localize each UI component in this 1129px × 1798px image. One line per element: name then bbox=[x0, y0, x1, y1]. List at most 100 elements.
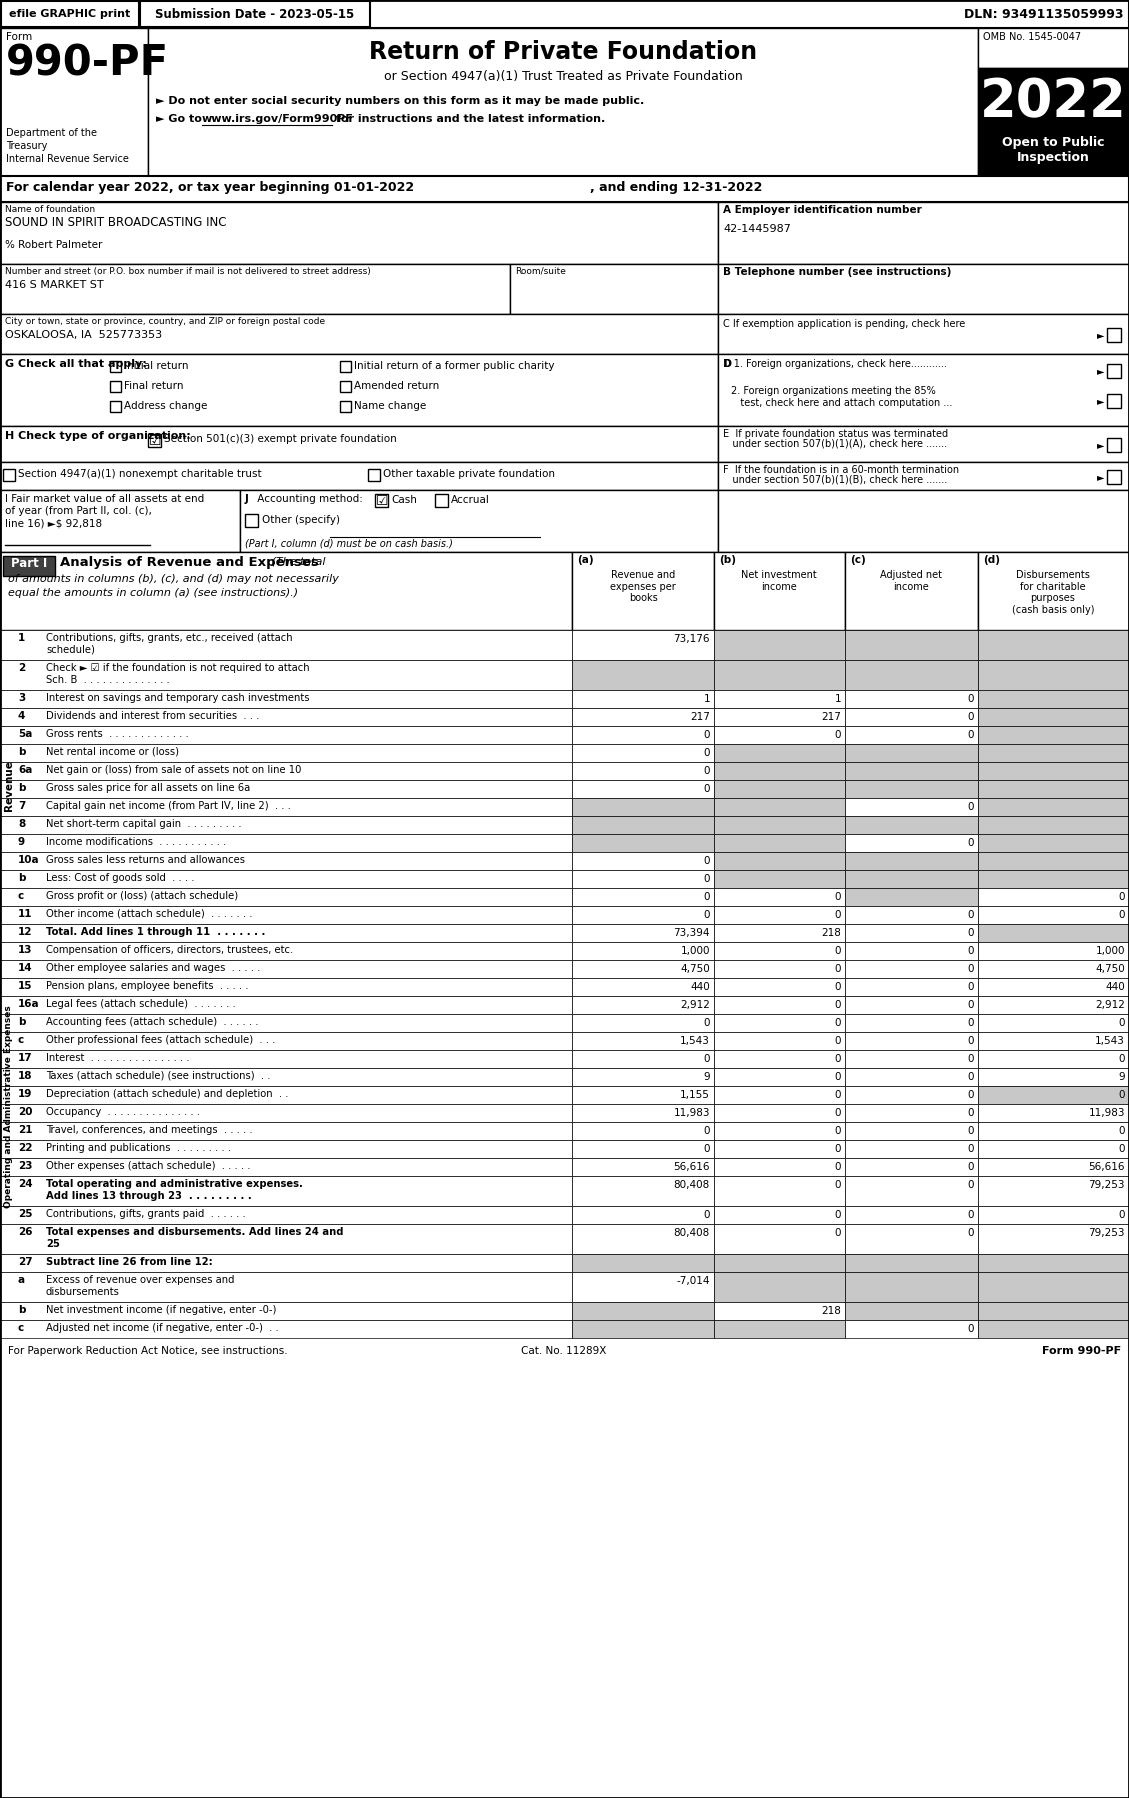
Bar bbox=[714, 1253, 844, 1271]
Bar bbox=[844, 1158, 978, 1176]
Text: 79,253: 79,253 bbox=[1088, 1179, 1124, 1190]
Bar bbox=[572, 1014, 714, 1032]
Text: 0: 0 bbox=[703, 730, 710, 741]
Bar bbox=[572, 798, 714, 816]
Bar bbox=[978, 834, 1129, 852]
Bar bbox=[3, 556, 55, 575]
Text: 440: 440 bbox=[690, 982, 710, 992]
Bar bbox=[844, 1206, 978, 1224]
Bar bbox=[572, 942, 714, 960]
Bar bbox=[572, 780, 714, 798]
Text: 0: 0 bbox=[968, 1179, 974, 1190]
Text: 0: 0 bbox=[968, 982, 974, 992]
Bar bbox=[978, 660, 1129, 690]
Bar bbox=[844, 1140, 978, 1158]
Bar bbox=[978, 798, 1129, 816]
Bar bbox=[0, 0, 1129, 29]
Text: Accounting method:: Accounting method: bbox=[254, 494, 362, 503]
Bar bbox=[572, 978, 714, 996]
Text: 24: 24 bbox=[18, 1179, 33, 1188]
Text: 0: 0 bbox=[834, 1054, 841, 1064]
Bar bbox=[435, 494, 448, 507]
Bar bbox=[718, 201, 1129, 264]
Bar bbox=[0, 816, 572, 834]
Text: 1,000: 1,000 bbox=[681, 946, 710, 957]
Bar bbox=[844, 744, 978, 762]
Text: 0: 0 bbox=[968, 910, 974, 921]
Text: 0: 0 bbox=[703, 1018, 710, 1028]
Text: 0: 0 bbox=[968, 1126, 974, 1136]
Text: 0: 0 bbox=[968, 1210, 974, 1221]
Text: Name of foundation: Name of foundation bbox=[5, 205, 95, 214]
Bar bbox=[110, 401, 121, 412]
Bar bbox=[718, 462, 1129, 491]
Text: efile GRAPHIC print: efile GRAPHIC print bbox=[9, 9, 131, 20]
Text: a: a bbox=[18, 1275, 25, 1286]
Text: 1: 1 bbox=[18, 633, 25, 644]
Bar bbox=[978, 629, 1129, 660]
Text: Taxes (attach schedule) (see instructions)  . .: Taxes (attach schedule) (see instruction… bbox=[46, 1072, 271, 1081]
Text: Dividends and interest from securities  . . .: Dividends and interest from securities .… bbox=[46, 710, 260, 721]
Text: ► Go to: ► Go to bbox=[156, 113, 205, 124]
Bar bbox=[978, 1014, 1129, 1032]
Text: 22: 22 bbox=[18, 1144, 33, 1153]
Text: 0: 0 bbox=[968, 1108, 974, 1118]
Bar bbox=[0, 834, 572, 852]
Text: 0: 0 bbox=[703, 1144, 710, 1154]
Text: 0: 0 bbox=[1119, 1126, 1124, 1136]
Bar bbox=[0, 906, 572, 924]
Bar bbox=[340, 381, 351, 392]
Bar bbox=[714, 1271, 844, 1302]
Text: for instructions and the latest information.: for instructions and the latest informat… bbox=[332, 113, 605, 124]
Bar bbox=[0, 201, 718, 264]
Bar bbox=[0, 1320, 572, 1338]
Text: I Fair market value of all assets at end: I Fair market value of all assets at end bbox=[5, 494, 204, 503]
Text: Address change: Address change bbox=[124, 401, 208, 412]
Text: Contributions, gifts, grants paid  . . . . . .: Contributions, gifts, grants paid . . . … bbox=[46, 1208, 246, 1219]
Bar bbox=[0, 1086, 572, 1104]
Text: G Check all that apply:: G Check all that apply: bbox=[5, 360, 147, 369]
Text: Analysis of Revenue and Expenses: Analysis of Revenue and Expenses bbox=[60, 556, 318, 568]
Bar bbox=[978, 978, 1129, 996]
Text: Section 501(c)(3) exempt private foundation: Section 501(c)(3) exempt private foundat… bbox=[164, 433, 396, 444]
Bar bbox=[0, 744, 572, 762]
Bar bbox=[0, 978, 572, 996]
Bar bbox=[844, 780, 978, 798]
Text: Name change: Name change bbox=[355, 401, 427, 412]
Bar bbox=[844, 1104, 978, 1122]
Text: b: b bbox=[18, 782, 26, 793]
Text: Form 990-PF: Form 990-PF bbox=[1042, 1347, 1121, 1356]
Text: ►: ► bbox=[1097, 473, 1104, 482]
Text: Contributions, gifts, grants, etc., received (attach
schedule): Contributions, gifts, grants, etc., rece… bbox=[46, 633, 292, 654]
Bar bbox=[844, 1253, 978, 1271]
Text: test, check here and attach computation ...: test, check here and attach computation … bbox=[730, 397, 953, 408]
Text: Total expenses and disbursements. Add lines 24 and
25: Total expenses and disbursements. Add li… bbox=[46, 1226, 343, 1248]
Bar bbox=[714, 816, 844, 834]
Text: D: D bbox=[723, 360, 730, 369]
Text: 73,176: 73,176 bbox=[674, 635, 710, 644]
Bar bbox=[0, 1176, 572, 1206]
Text: 0: 0 bbox=[834, 964, 841, 975]
Bar bbox=[0, 1050, 572, 1068]
Text: 21: 21 bbox=[18, 1126, 33, 1135]
Bar bbox=[572, 744, 714, 762]
Text: 9: 9 bbox=[703, 1072, 710, 1082]
Text: 0: 0 bbox=[1119, 1090, 1124, 1100]
Text: (c): (c) bbox=[850, 556, 866, 565]
Text: Disbursements
for charitable
purposes
(cash basis only): Disbursements for charitable purposes (c… bbox=[1012, 570, 1094, 615]
Text: 0: 0 bbox=[834, 1108, 841, 1118]
Bar bbox=[572, 1271, 714, 1302]
Text: 0: 0 bbox=[1119, 1210, 1124, 1221]
Bar bbox=[978, 1140, 1129, 1158]
Text: 0: 0 bbox=[968, 1144, 974, 1154]
Text: 23: 23 bbox=[18, 1162, 33, 1170]
Text: 0: 0 bbox=[834, 892, 841, 903]
Bar bbox=[0, 762, 572, 780]
Text: Initial return of a former public charity: Initial return of a former public charit… bbox=[355, 361, 554, 370]
Bar bbox=[0, 176, 1129, 201]
Bar bbox=[0, 426, 718, 462]
Bar bbox=[0, 1206, 572, 1224]
Text: 218: 218 bbox=[821, 1305, 841, 1316]
Bar bbox=[572, 888, 714, 906]
Text: -7,014: -7,014 bbox=[676, 1277, 710, 1286]
